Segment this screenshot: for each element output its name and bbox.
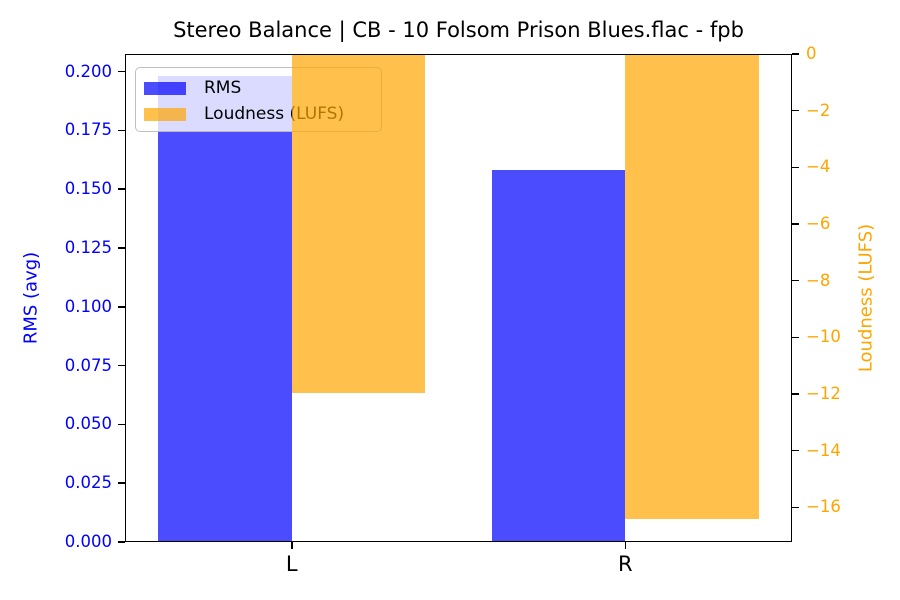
left-tick-label-5: 0.125 xyxy=(64,238,112,258)
left-axis-label: RMS (avg) xyxy=(20,251,42,345)
right-tick-mark-2 xyxy=(792,166,799,169)
right-tick-label-4: −8 xyxy=(806,270,831,290)
legend-label-rms: RMS xyxy=(204,78,242,98)
legend-swatch-rms xyxy=(144,81,186,95)
left-tick-mark-0 xyxy=(118,541,125,543)
left-tick-mark-4 xyxy=(118,306,125,308)
left-tick-label-4: 0.100 xyxy=(64,296,112,316)
left-tick-label-3: 0.075 xyxy=(64,355,112,375)
left-tick-label-0: 0.000 xyxy=(64,532,112,551)
right-tick-label-7: −14 xyxy=(806,440,841,460)
right-tick-mark-1 xyxy=(792,109,799,112)
left-tick-label-6: 0.150 xyxy=(64,179,112,199)
right-tick-label-6: −12 xyxy=(806,384,841,404)
bar-loudness-lufs-l xyxy=(291,54,426,393)
legend-swatch-loudness xyxy=(144,107,186,121)
legend-item-rms: RMS xyxy=(144,75,381,101)
x-tick-mark-l xyxy=(291,542,293,549)
x-tick-label-l: L xyxy=(285,552,298,576)
x-tick-label-r: R xyxy=(617,552,633,576)
chart-title: Stereo Balance | CB - 10 Folsom Prison B… xyxy=(173,18,744,42)
left-tick-mark-7 xyxy=(118,129,125,132)
right-tick-label-3: −6 xyxy=(806,214,831,234)
right-tick-mark-6 xyxy=(792,393,799,395)
right-axis-label: Loudness (LUFS) xyxy=(855,223,877,373)
right-tick-mark-8 xyxy=(792,506,799,509)
bar-rms-r xyxy=(491,170,626,542)
left-tick-mark-2 xyxy=(118,423,125,426)
left-tick-label-8: 0.200 xyxy=(64,61,112,81)
right-tick-label-5: −10 xyxy=(806,327,841,347)
right-tick-mark-7 xyxy=(792,449,799,452)
left-tick-mark-3 xyxy=(118,364,125,367)
left-tick-mark-6 xyxy=(118,188,125,190)
right-tick-mark-0 xyxy=(792,53,799,55)
right-tick-mark-4 xyxy=(792,279,799,282)
left-tick-mark-5 xyxy=(118,247,125,249)
x-tick-mark-r xyxy=(624,542,626,549)
right-tick-label-1: −2 xyxy=(806,100,831,120)
left-tick-mark-8 xyxy=(118,70,125,73)
right-tick-mark-5 xyxy=(792,336,799,339)
left-tick-label-7: 0.175 xyxy=(64,120,112,140)
bar-loudness-lufs-r xyxy=(625,54,759,519)
right-tick-label-0: 0 xyxy=(806,44,817,63)
right-tick-label-2: −4 xyxy=(806,157,831,177)
right-tick-mark-3 xyxy=(792,223,799,225)
left-tick-label-2: 0.050 xyxy=(64,414,112,434)
right-tick-label-8: −16 xyxy=(806,497,841,517)
left-tick-label-1: 0.025 xyxy=(64,473,112,493)
left-tick-mark-1 xyxy=(118,482,125,484)
bar-rms-l xyxy=(158,76,292,542)
